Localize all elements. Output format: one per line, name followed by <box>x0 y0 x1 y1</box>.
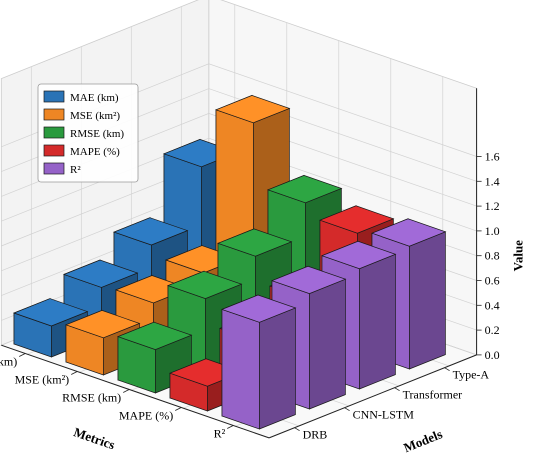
y-tick-label: Transformer <box>403 388 463 402</box>
y-tick-mark <box>394 387 400 392</box>
legend-label: MAE (km) <box>70 92 119 104</box>
bar-top-face <box>216 228 293 257</box>
z-tick-label: 0.6 <box>485 274 500 288</box>
z-tick-label: 0.4 <box>485 298 500 312</box>
legend-swatch <box>43 108 65 121</box>
legend-swatch <box>43 144 65 157</box>
bar-top-face <box>215 95 291 124</box>
legend-swatch <box>43 162 65 175</box>
legend-swatch <box>43 126 65 139</box>
x-tick-mark <box>123 389 130 393</box>
x-tick-mark <box>71 371 78 375</box>
grid-line-z <box>1 137 477 232</box>
chart-bars <box>13 94 447 430</box>
y-tick-mark <box>444 367 450 372</box>
legend-label: RMSE (km) <box>70 128 124 140</box>
y-tick-label: DRB <box>303 428 328 442</box>
x-axis-title: Metrics <box>72 424 117 452</box>
bar-top-face <box>220 294 297 323</box>
z-tick-label: 1.4 <box>485 174 500 188</box>
z-tick-label: 0.8 <box>485 249 500 263</box>
x-tick-mark <box>227 425 234 429</box>
bar-top-face <box>321 240 397 270</box>
z-axis-title: Value <box>511 240 526 272</box>
bar-right-face <box>259 307 296 430</box>
legend-box <box>37 83 139 183</box>
bar-top-face <box>319 205 395 234</box>
y-tick-label: CNN-LSTM <box>353 408 415 422</box>
z-tick-label: 0.0 <box>485 348 500 362</box>
bar-r--drb <box>220 294 297 430</box>
legend-label: MAPE (%) <box>70 146 120 158</box>
x-tick-mark <box>19 353 26 357</box>
bar-right-face <box>359 253 396 390</box>
bar-top-face <box>63 259 139 288</box>
x-tick-label: MAE (km) <box>0 355 17 369</box>
x-tick-label: RMSE (km) <box>62 391 121 405</box>
legend: MAE (km) MSE (km²) RMSE (km) MAPE (%) R² <box>37 83 139 183</box>
bar-mse-km--drb <box>65 309 141 376</box>
x-tick-mark <box>175 407 182 411</box>
chart-axes <box>1 88 478 439</box>
legend-swatch <box>43 90 65 103</box>
legend-label: R² <box>70 164 81 176</box>
bar-right-face <box>409 231 446 370</box>
z-tick-label: 1.6 <box>485 150 500 164</box>
x-tick-label: R² <box>214 427 226 441</box>
bar-top-face <box>13 298 89 327</box>
x-tick-label: MAPE (%) <box>119 409 173 423</box>
bar-top-face <box>270 265 347 294</box>
bar-top-face <box>371 218 447 247</box>
bar-top-face <box>112 217 189 246</box>
bar-top-face <box>267 175 343 204</box>
bar-top-face <box>167 270 243 299</box>
z-tick-label: 0.2 <box>485 323 500 337</box>
y-axis-title: Models <box>401 426 444 455</box>
y-axis-line <box>268 354 477 439</box>
z-tick-label: 1.0 <box>485 224 500 238</box>
y-tick-mark <box>344 407 350 412</box>
z-tick-label: 1.2 <box>485 199 500 213</box>
legend-label: MSE (km²) <box>70 110 120 122</box>
bar-front-face <box>221 308 260 430</box>
bar-top-face <box>65 310 141 339</box>
bar-top-face <box>117 321 193 350</box>
x-axis-line <box>1 344 270 439</box>
x-tick-label: MSE (km²) <box>15 373 70 387</box>
y-tick-label: Type-A <box>453 368 490 382</box>
bar-right-face <box>309 278 346 410</box>
y-tick-mark <box>294 427 300 432</box>
